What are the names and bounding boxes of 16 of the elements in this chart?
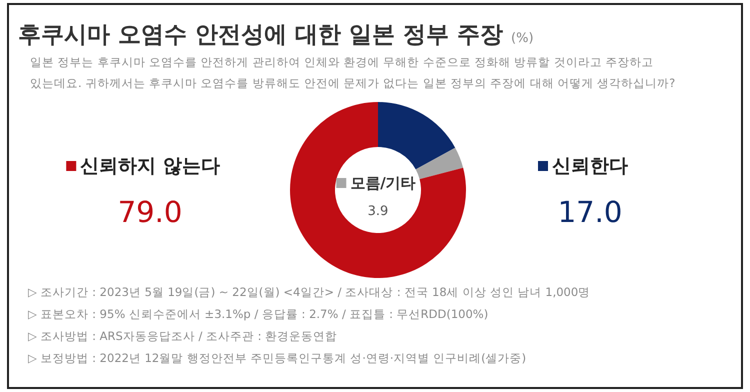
donut-slice xyxy=(416,148,464,180)
data-label: 17.0 xyxy=(558,195,622,229)
donut-slice xyxy=(378,102,456,170)
text: ▷ 조사방법 : ARS자동응답조사 / 조사주관 : 환경운동연합 xyxy=(28,329,338,343)
text: ▷ 보정방법 : 2022년 12월말 행정안전부 주민등록인구통계 성·연령·지역별 인구비례(셀가중) xyxy=(28,351,526,365)
chart-title: 후쿠시마 오염수 안전성에 대한 일본 정부 주장 xyxy=(18,22,504,48)
donut-slice xyxy=(290,102,466,278)
data-label: 3.9 xyxy=(368,204,388,219)
legend-label: 신뢰한다 xyxy=(552,155,628,177)
text: (%) xyxy=(511,31,534,46)
data-label: 79.0 xyxy=(118,195,182,229)
text: ▷ 조사기간 : 2023년 5월 19일(금) ~ 22일(월) <4일간> / 조사대상 : 전국 18세 이상 성인 남녀 1,000명 xyxy=(28,285,590,299)
text: ▷ 표본오차 : 95% 신뢰수준에서 ±3.1%p / 응답률 : 2.7% / 표집틀 : 무선RDD(100%) xyxy=(28,307,488,321)
legend-label: 모름/기타 xyxy=(350,174,416,192)
chart-subtitle: 일본 정부는 후쿠시마 오염수를 안전하게 관리하여 인체와 환경에 무해한 수준으로 정화해 방류할 것이라고 주장하고 있는데요. 귀하께서는 후쿠시마 오염수를 방류해도 안전에 문제가 없다는 일본 정부의 주장에 대해 어떻게 생각하십니까? xyxy=(30,55,676,90)
legend-label: 신뢰하지 않는다 xyxy=(80,155,220,177)
